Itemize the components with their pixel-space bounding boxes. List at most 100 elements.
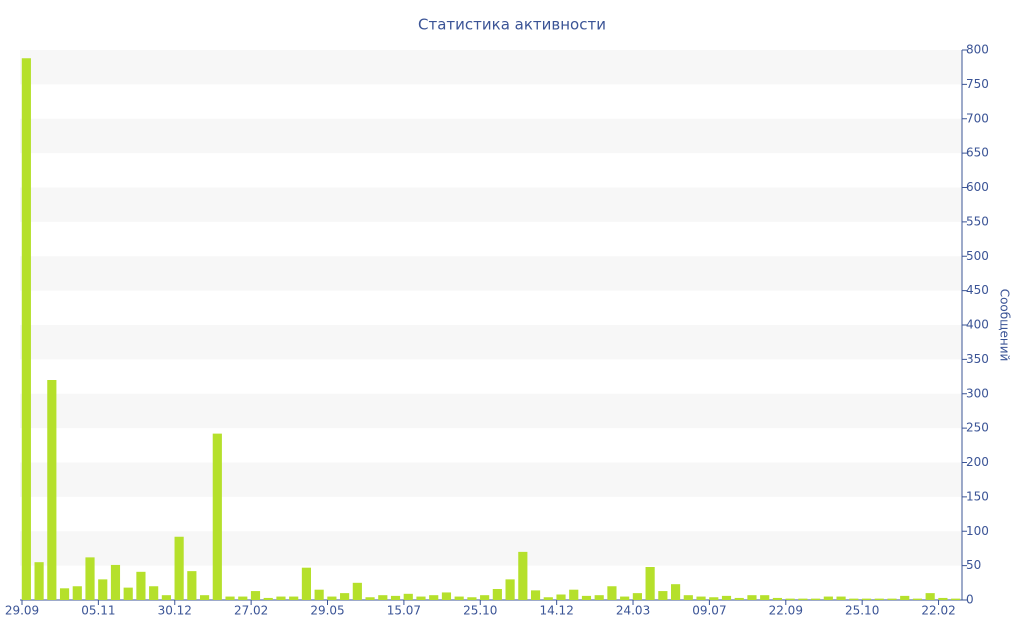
x-tick-label: 09.07 — [692, 604, 726, 618]
bar — [289, 596, 299, 600]
bar — [836, 596, 846, 600]
y-tick-label: 500 — [966, 249, 989, 263]
y-tick-label: 200 — [966, 455, 989, 469]
bar — [849, 598, 859, 600]
x-tick-label: 05.11 — [81, 604, 115, 618]
bar — [492, 589, 502, 600]
x-tick-label: 29.05 — [310, 604, 344, 618]
bar — [276, 596, 286, 600]
bar — [811, 598, 821, 600]
bar — [314, 589, 324, 600]
x-tick-label: 25.10 — [463, 604, 497, 618]
bar — [390, 595, 401, 600]
bar — [530, 590, 541, 600]
bar — [403, 593, 413, 600]
bar — [454, 596, 464, 600]
bar — [658, 591, 668, 600]
bar — [607, 586, 617, 600]
y-tick-label: 50 — [966, 558, 981, 572]
bar — [352, 582, 362, 600]
bar — [85, 557, 95, 600]
y-tick-label: 700 — [966, 111, 989, 125]
y-tick-label: 550 — [966, 214, 989, 228]
bar — [874, 598, 884, 600]
y-tick-label: 250 — [966, 421, 989, 435]
x-tick-label: 22.02 — [921, 604, 955, 618]
bar — [225, 596, 235, 600]
bar — [136, 571, 146, 600]
bar — [670, 584, 681, 600]
bar — [518, 551, 528, 600]
bar — [683, 595, 693, 600]
bar — [59, 588, 70, 600]
bar — [760, 595, 770, 600]
bar — [480, 595, 490, 600]
bar — [772, 597, 783, 600]
bar — [823, 596, 833, 600]
y-tick-label: 100 — [966, 524, 989, 538]
bar — [238, 596, 248, 600]
bar — [887, 598, 897, 600]
x-tick-label: 27.02 — [234, 604, 268, 618]
grid-band — [20, 118, 962, 154]
bar — [110, 564, 121, 600]
y-tick-label: 750 — [966, 77, 989, 91]
y-tick-label: 650 — [966, 146, 989, 160]
bar — [187, 571, 197, 600]
bar — [34, 562, 44, 600]
y-tick-label: 800 — [966, 43, 989, 57]
y-tick-label: 450 — [966, 283, 989, 297]
bar — [149, 586, 159, 600]
bar — [250, 591, 261, 600]
bar — [620, 596, 630, 600]
bar — [378, 595, 388, 600]
y-tick-label: 0 — [966, 593, 974, 607]
x-tick-label: 15.07 — [387, 604, 421, 618]
bar — [734, 597, 744, 600]
bar — [709, 597, 719, 600]
grid-band — [20, 256, 962, 291]
bar — [938, 597, 948, 600]
y-tick-label: 300 — [966, 386, 989, 400]
chart-title: Статистика активности — [418, 16, 606, 34]
bar — [951, 598, 961, 600]
bar — [912, 598, 923, 600]
bar — [569, 589, 579, 600]
bar — [798, 598, 808, 600]
bar — [861, 598, 872, 600]
y-tick-label: 150 — [966, 489, 989, 503]
x-tick-label: 29.09 — [5, 604, 39, 618]
bar — [645, 567, 655, 600]
bar — [543, 597, 553, 600]
bar — [161, 595, 171, 600]
bar — [365, 597, 375, 600]
bar — [47, 380, 57, 600]
bar — [467, 597, 477, 600]
bar — [416, 596, 426, 600]
y-axis-title: Сообщений — [998, 289, 1012, 362]
bar — [925, 593, 935, 600]
x-tick-label: 25.10 — [845, 604, 879, 618]
bar — [721, 595, 732, 600]
y-tick-label: 350 — [966, 352, 989, 366]
bar — [429, 595, 439, 600]
bar — [505, 579, 515, 600]
bar — [340, 593, 350, 600]
bar — [263, 597, 273, 600]
x-tick-label: 22.09 — [769, 604, 803, 618]
grid-band — [20, 462, 962, 497]
bar — [556, 594, 566, 600]
x-tick-label: 14.12 — [539, 604, 573, 618]
grid-band — [20, 531, 962, 566]
bar — [747, 595, 757, 600]
y-tick-label: 400 — [966, 318, 989, 332]
bar — [21, 58, 31, 600]
x-tick-label: 30.12 — [158, 604, 192, 618]
bar — [581, 595, 592, 600]
grid-band — [20, 187, 962, 222]
y-tick-label: 600 — [966, 180, 989, 194]
bar — [441, 592, 452, 600]
grid-band — [20, 393, 962, 429]
bar — [174, 536, 184, 600]
bar — [632, 593, 642, 600]
